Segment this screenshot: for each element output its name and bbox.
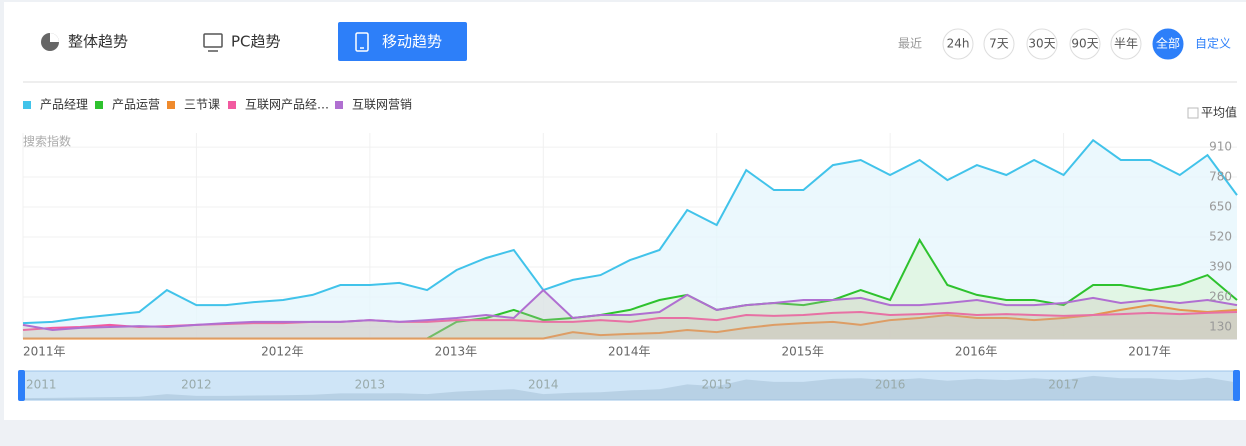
x-tick-label: 2015年 bbox=[781, 345, 824, 359]
legend-swatch[interactable] bbox=[23, 101, 31, 109]
navigator-area bbox=[23, 375, 1237, 400]
series-area bbox=[23, 305, 1237, 339]
range-label[interactable]: 90天 bbox=[1071, 37, 1098, 51]
legend-label[interactable]: 互联网营销 bbox=[352, 98, 412, 112]
navigator-label: 2013 bbox=[355, 378, 386, 392]
series-line bbox=[22, 288, 1238, 332]
series-area bbox=[23, 290, 1237, 339]
range-button[interactable] bbox=[1069, 28, 1101, 60]
series-area bbox=[23, 312, 1237, 339]
y-tick-label: 390 bbox=[1209, 260, 1232, 274]
footer-band bbox=[0, 420, 1246, 446]
x-tick-label: 2017年 bbox=[1128, 345, 1171, 359]
x-tick-label: 2012年 bbox=[261, 345, 304, 359]
tab-label[interactable]: 整体趋势 bbox=[68, 33, 128, 51]
y-tick-label: 260 bbox=[1209, 290, 1232, 304]
legend-label[interactable]: 产品运营 bbox=[112, 98, 160, 112]
legend-swatch[interactable] bbox=[228, 101, 236, 109]
x-tick-label: 2013年 bbox=[435, 345, 478, 359]
range-label[interactable]: 半年 bbox=[1114, 37, 1138, 51]
navigator-handle[interactable] bbox=[18, 370, 25, 401]
legend-label[interactable]: 三节课 bbox=[184, 98, 220, 112]
custom-range[interactable]: 自定义 bbox=[1195, 36, 1231, 51]
legend-swatch[interactable] bbox=[335, 101, 343, 109]
y-tick-label: 910 bbox=[1209, 140, 1232, 154]
navigator-label: 2017 bbox=[1048, 378, 1079, 392]
active-tab-bg[interactable] bbox=[338, 22, 467, 61]
range-label: 最近 bbox=[898, 37, 922, 51]
pie-icon bbox=[41, 33, 59, 51]
tab-label[interactable]: PC趋势 bbox=[231, 33, 281, 51]
range-label[interactable]: 30天 bbox=[1028, 37, 1055, 51]
pc-icon bbox=[203, 33, 223, 52]
navigator-label: 2016 bbox=[875, 378, 906, 392]
range-button[interactable] bbox=[1026, 28, 1058, 60]
navigator-handle[interactable] bbox=[1233, 370, 1240, 401]
y-axis-label: 搜索指数 bbox=[23, 134, 71, 149]
phone-icon bbox=[355, 32, 369, 52]
y-tick-label: 780 bbox=[1209, 170, 1232, 184]
legend-label[interactable]: 互联网产品经… bbox=[245, 98, 329, 112]
range-button[interactable] bbox=[1152, 28, 1184, 60]
series-line bbox=[23, 304, 1238, 340]
legend-swatch[interactable] bbox=[95, 101, 103, 109]
range-label[interactable]: 24h bbox=[947, 37, 970, 51]
average-label[interactable]: 平均值 bbox=[1201, 105, 1237, 120]
navigator-label: 2014 bbox=[528, 378, 559, 392]
y-tick-label: 130 bbox=[1209, 320, 1232, 334]
x-tick-label: 2014年 bbox=[608, 345, 651, 359]
navigator-label: 2011 bbox=[26, 378, 57, 392]
y-tick-label: 520 bbox=[1209, 230, 1232, 244]
range-button[interactable] bbox=[942, 28, 974, 60]
range-label[interactable]: 全部 bbox=[1156, 36, 1180, 51]
series-line bbox=[22, 138, 1238, 325]
legend-swatch[interactable] bbox=[167, 101, 175, 109]
y-tick-label: 650 bbox=[1209, 200, 1232, 214]
range-button[interactable] bbox=[983, 28, 1015, 60]
x-tick-label: 2011年 bbox=[23, 345, 66, 359]
range-label[interactable]: 7天 bbox=[989, 37, 1009, 51]
x-tick-label: 2016年 bbox=[955, 345, 998, 359]
range-button[interactable] bbox=[1110, 28, 1142, 60]
tab-label[interactable]: 移动趋势 bbox=[382, 33, 442, 51]
legend-label[interactable]: 产品经理 bbox=[40, 98, 88, 112]
navigator-label: 2012 bbox=[181, 378, 212, 392]
navigator-label: 2015 bbox=[701, 378, 732, 392]
checkbox[interactable] bbox=[1187, 107, 1199, 119]
